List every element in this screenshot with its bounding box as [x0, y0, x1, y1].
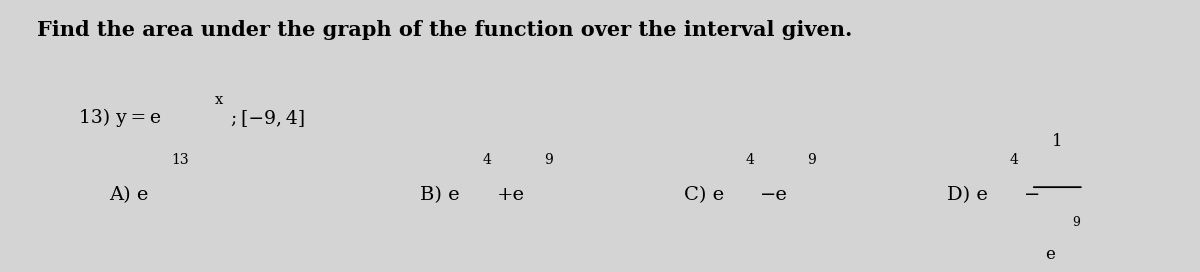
Text: 9: 9: [544, 153, 552, 167]
Text: D) e: D) e: [947, 186, 988, 204]
Text: Find the area under the graph of the function over the interval given.: Find the area under the graph of the fun…: [37, 20, 853, 40]
Text: −: −: [1024, 186, 1040, 204]
Text: 4: 4: [482, 153, 492, 167]
Text: 1: 1: [1052, 133, 1063, 150]
Text: 13) y = e: 13) y = e: [79, 109, 161, 127]
Text: 9: 9: [1073, 216, 1080, 229]
Text: e: e: [1045, 246, 1055, 263]
Text: 4: 4: [1009, 153, 1019, 167]
Text: +e: +e: [497, 186, 526, 204]
Text: 4: 4: [746, 153, 755, 167]
Text: 9: 9: [808, 153, 816, 167]
Text: A) e: A) e: [109, 186, 149, 204]
Text: 13: 13: [172, 153, 190, 167]
Text: B) e: B) e: [420, 186, 460, 204]
Text: x: x: [215, 93, 223, 107]
Text: −e: −e: [761, 186, 788, 204]
Text: C) e: C) e: [684, 186, 724, 204]
Text: ; [−9, 4]: ; [−9, 4]: [232, 109, 305, 127]
